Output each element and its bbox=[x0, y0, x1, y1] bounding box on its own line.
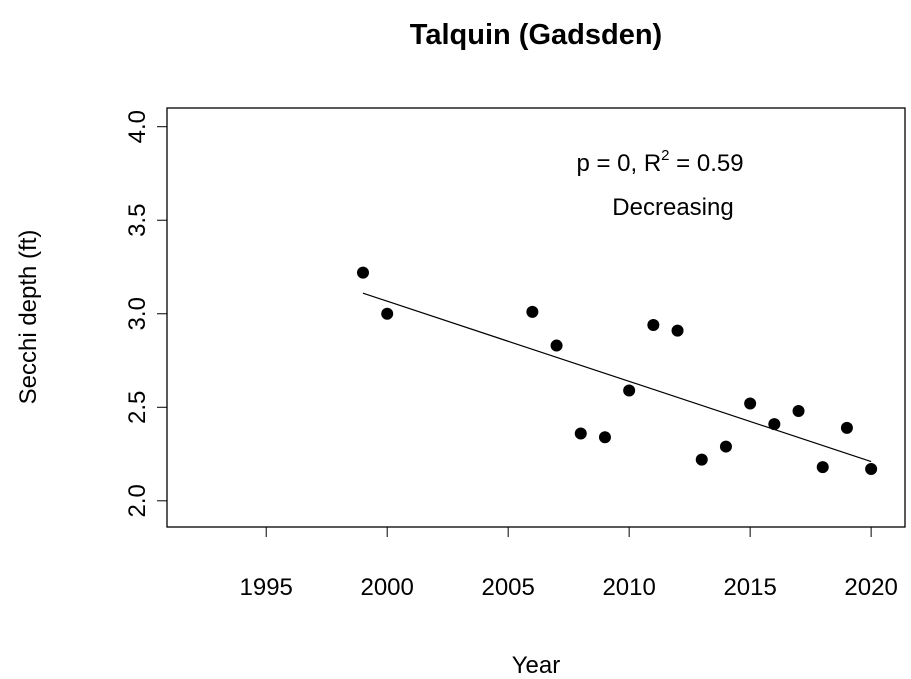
point bbox=[671, 324, 684, 337]
annotation-superscript: 2 bbox=[661, 147, 669, 164]
point bbox=[526, 305, 539, 318]
annotation-trend: Decreasing bbox=[612, 194, 733, 221]
point bbox=[550, 339, 563, 352]
y-axis-label: Secchi depth (ft) bbox=[15, 230, 42, 405]
point bbox=[381, 307, 394, 320]
point bbox=[840, 421, 853, 434]
trend-line bbox=[362, 292, 872, 463]
point bbox=[623, 384, 636, 397]
y-tick-label: 4.0 bbox=[124, 110, 151, 143]
y-tick-label: 3.0 bbox=[124, 297, 151, 330]
y-tick-label: 3.5 bbox=[124, 204, 151, 237]
x-tick-label: 2010 bbox=[602, 574, 655, 601]
point bbox=[695, 453, 708, 466]
x-tick-label: 2020 bbox=[844, 574, 897, 601]
annotation-stats: p = 0, R2 = 0.59 bbox=[576, 147, 743, 177]
point bbox=[647, 318, 660, 331]
point bbox=[816, 461, 829, 474]
x-axis-label: Year bbox=[512, 652, 561, 679]
x-tick-label: 2005 bbox=[481, 574, 534, 601]
point bbox=[792, 405, 805, 418]
plot-box bbox=[166, 107, 906, 528]
annotation-text: = 0.59 bbox=[670, 150, 744, 177]
x-tick-label: 2015 bbox=[723, 574, 776, 601]
annotation-text: p = 0, R bbox=[576, 150, 661, 177]
x-tick-label: 2000 bbox=[360, 574, 413, 601]
point bbox=[719, 440, 732, 453]
point bbox=[865, 463, 878, 476]
point bbox=[768, 418, 781, 431]
x-tick-label: 1995 bbox=[240, 574, 293, 601]
point bbox=[356, 266, 369, 279]
y-tick-label: 2.0 bbox=[124, 484, 151, 517]
point bbox=[574, 427, 587, 440]
y-tick-label: 2.5 bbox=[124, 391, 151, 424]
point bbox=[744, 397, 757, 410]
point bbox=[598, 431, 611, 444]
chart-title: Talquin (Gadsden) bbox=[410, 19, 662, 51]
